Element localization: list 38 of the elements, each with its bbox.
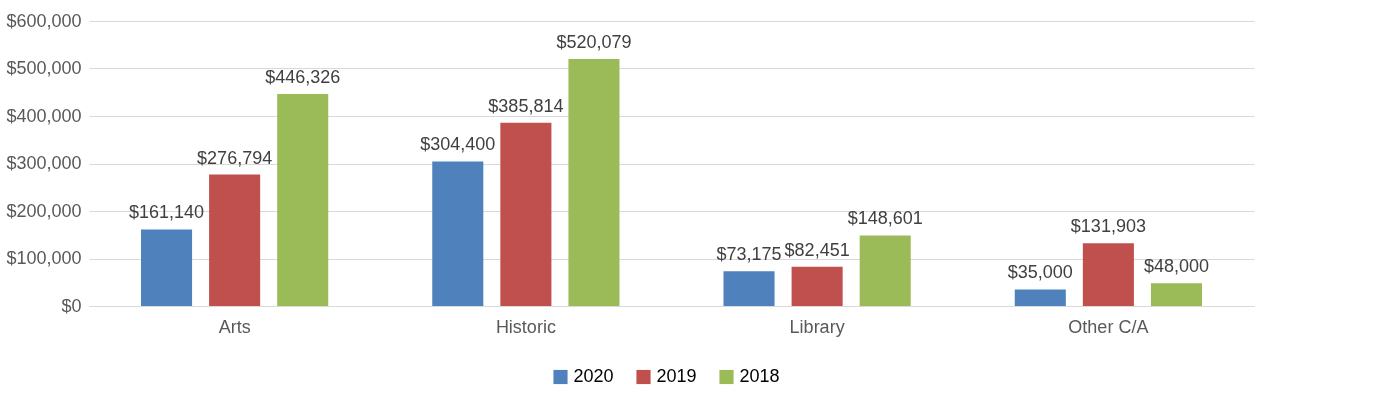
bar <box>723 271 775 306</box>
y-tick-label: $600,000 <box>6 10 82 31</box>
y-tick-label: $500,000 <box>6 58 82 78</box>
bar <box>432 161 484 306</box>
legend-label: 2020 <box>573 366 614 386</box>
data-label: $48,000 <box>1143 256 1209 277</box>
data-label: $82,451 <box>784 239 850 260</box>
x-tick-label: Library <box>789 316 845 337</box>
y-tick-label: $400,000 <box>6 105 82 126</box>
bar <box>859 235 911 306</box>
bar <box>209 174 261 306</box>
bar <box>500 122 552 306</box>
data-label: $35,000 <box>1007 262 1073 283</box>
data-label: $276,794 <box>197 147 273 168</box>
bar <box>568 58 620 306</box>
bar <box>1082 243 1134 306</box>
legend-label: 2019 <box>656 366 697 386</box>
data-label: $385,814 <box>488 95 564 116</box>
data-label: $304,400 <box>420 134 496 155</box>
y-tick-label: $200,000 <box>6 200 82 221</box>
data-label: $73,175 <box>716 244 782 265</box>
bar <box>277 94 329 306</box>
x-tick-label: Arts <box>218 316 251 337</box>
data-label: $520,079 <box>556 31 632 52</box>
data-label: $446,326 <box>265 67 341 87</box>
bar <box>1014 289 1066 306</box>
x-tick-label: Historic <box>495 316 556 337</box>
bar <box>141 229 193 306</box>
legend-label: 2018 <box>739 366 780 386</box>
bar <box>791 266 843 306</box>
y-tick-label: $100,000 <box>6 248 82 268</box>
y-tick-label: $300,000 <box>6 153 82 173</box>
data-label: $148,601 <box>847 208 923 229</box>
bar <box>1150 283 1202 306</box>
data-label: $161,140 <box>129 202 205 223</box>
y-tick-label: $0 <box>61 295 82 316</box>
data-label: $131,903 <box>1070 216 1146 237</box>
x-tick-label: Other C/A <box>1068 316 1149 337</box>
